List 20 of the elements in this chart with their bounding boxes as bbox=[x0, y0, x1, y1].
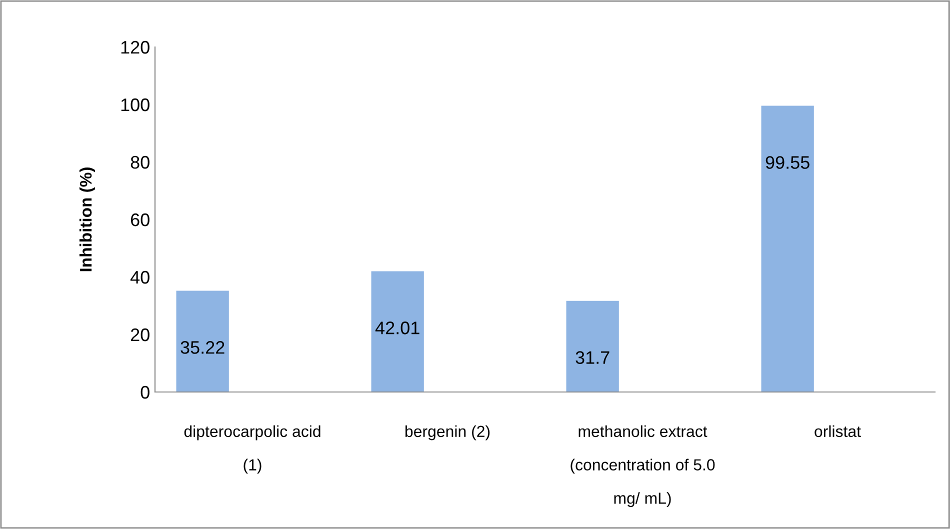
y-tick-label: 0 bbox=[140, 386, 150, 399]
data-label: 31.7 bbox=[576, 351, 610, 364]
category-label: methanolic extract (concentration of 5.0 mg/ mL) bbox=[570, 425, 715, 508]
x-tick-label: orlistat bbox=[814, 425, 861, 438]
y-tick-label: 20 bbox=[130, 328, 150, 342]
y-tick-label: 100 bbox=[121, 98, 150, 112]
bar bbox=[371, 271, 424, 392]
y-axis-title: Inhibition (%) bbox=[79, 168, 96, 272]
bar bbox=[566, 300, 619, 392]
bar bbox=[761, 106, 814, 392]
y-tick-label: 60 bbox=[130, 213, 150, 226]
data-label: 35.22 bbox=[180, 341, 224, 354]
y-tick-label: 120 bbox=[121, 40, 150, 54]
x-tick-label: dipterocarpolic acid (1) bbox=[184, 425, 320, 474]
data-label: 99.55 bbox=[766, 156, 810, 169]
data-label: 42.01 bbox=[375, 322, 420, 334]
y-tick-label: 40 bbox=[130, 270, 150, 284]
y-tick-label: 80 bbox=[130, 156, 150, 169]
x-tick-label: bergenin (2) bbox=[405, 425, 490, 440]
bar bbox=[176, 290, 229, 392]
